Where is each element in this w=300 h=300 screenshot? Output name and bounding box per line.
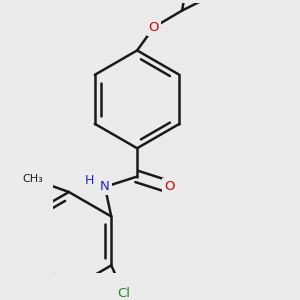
Text: Cl: Cl	[118, 287, 130, 300]
Text: N: N	[100, 180, 110, 194]
Text: H: H	[85, 174, 94, 187]
Text: CH₃: CH₃	[22, 174, 43, 184]
Text: O: O	[148, 21, 159, 34]
Text: O: O	[164, 180, 175, 194]
